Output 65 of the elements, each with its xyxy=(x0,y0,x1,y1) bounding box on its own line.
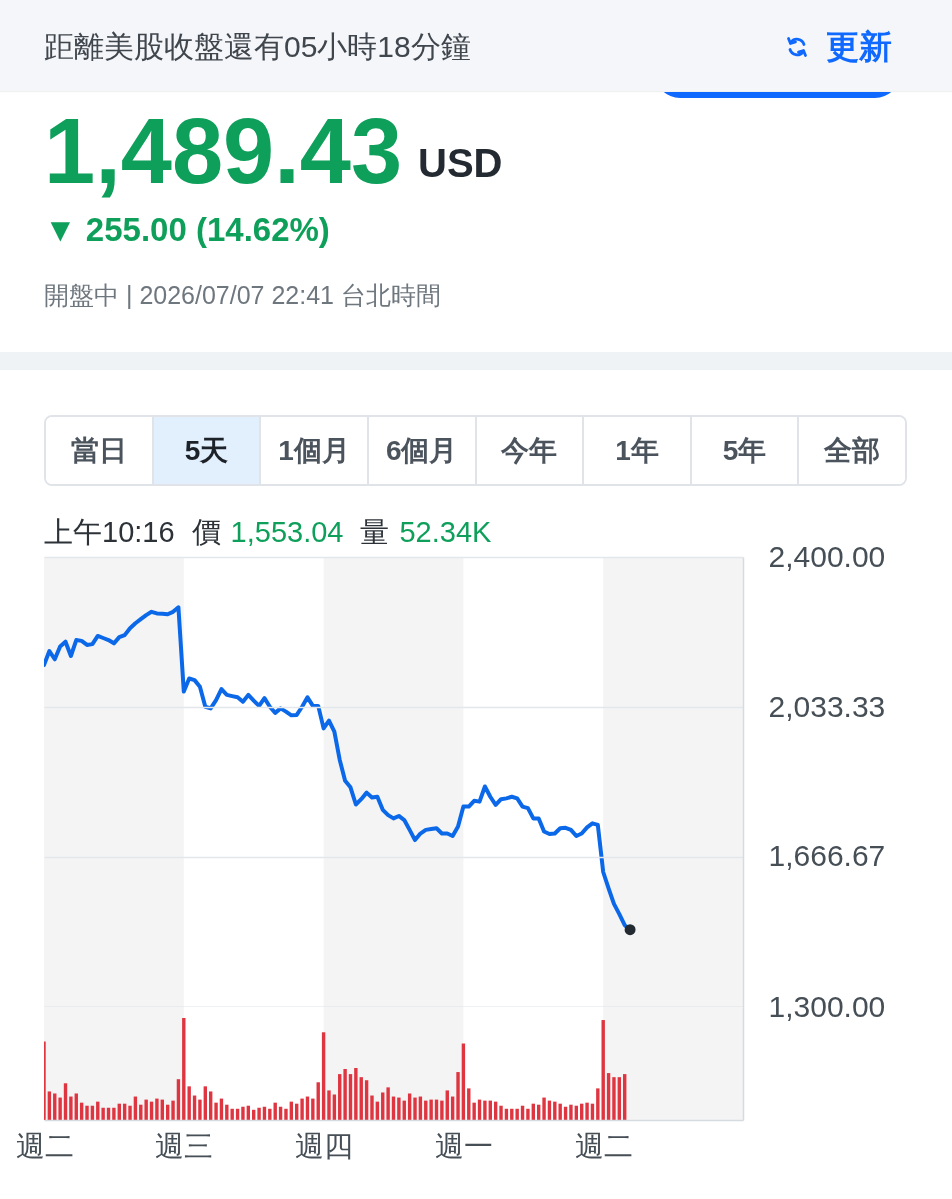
bar xyxy=(268,1108,272,1120)
bar xyxy=(440,1100,444,1120)
bar xyxy=(74,1093,78,1120)
bar xyxy=(343,1069,347,1120)
text: 距離美股收盤還有05小時18分鐘 xyxy=(44,29,471,65)
bar xyxy=(300,1098,304,1120)
bar xyxy=(386,1087,390,1120)
x-tick-label: 週三 xyxy=(155,1129,214,1162)
x-tick-label: 週二 xyxy=(574,1129,633,1162)
bar xyxy=(569,1104,573,1120)
text: 更新 xyxy=(826,27,892,67)
bar xyxy=(214,1102,218,1120)
bar xyxy=(144,1099,148,1120)
bar xyxy=(47,1091,52,1120)
text: 52.34K xyxy=(399,515,492,549)
bar xyxy=(311,1098,315,1120)
text: USD xyxy=(418,140,503,187)
bar xyxy=(596,1088,600,1120)
text: 價 xyxy=(191,515,221,549)
bar xyxy=(58,1097,62,1120)
y-tick-label: 2,033.33 xyxy=(768,689,886,723)
bar xyxy=(284,1108,288,1120)
bar xyxy=(483,1100,487,1120)
bar xyxy=(542,1097,546,1120)
x-tick-label: 週二 xyxy=(15,1129,74,1162)
bar xyxy=(69,1096,73,1120)
bar xyxy=(208,1091,213,1120)
bar xyxy=(413,1097,417,1120)
bar xyxy=(198,1099,202,1120)
bar xyxy=(397,1097,401,1120)
bar xyxy=(407,1093,412,1120)
bar xyxy=(155,1098,159,1120)
bar xyxy=(53,1093,57,1120)
text: 1,553.04 xyxy=(230,515,344,549)
bar xyxy=(85,1105,89,1120)
bar xyxy=(112,1107,116,1120)
tab: 5天 xyxy=(151,417,260,484)
y-tick-label: 1,666.67 xyxy=(768,839,886,873)
bar xyxy=(456,1072,460,1120)
x-tick-label: 週四 xyxy=(295,1129,354,1162)
bar xyxy=(499,1105,503,1120)
bar xyxy=(612,1077,616,1120)
bar xyxy=(472,1102,476,1120)
bar xyxy=(171,1100,175,1120)
bar xyxy=(429,1099,433,1120)
bar xyxy=(44,1041,46,1120)
text: ▼ 255.00 (14.62%) xyxy=(44,210,330,250)
text: 開盤中 | 2026/07/07 22:41 台北時間 xyxy=(44,280,441,310)
text: 1,489.43 xyxy=(44,98,403,204)
y-tick-label: 1,300.00 xyxy=(768,989,886,1023)
bar xyxy=(526,1108,530,1120)
bar xyxy=(585,1102,589,1120)
text: 量 xyxy=(360,515,390,549)
x-tick-label: 週一 xyxy=(434,1129,493,1162)
bar xyxy=(128,1105,132,1120)
tab: 全部 xyxy=(797,417,905,484)
bar xyxy=(370,1095,374,1120)
bar xyxy=(101,1107,105,1120)
bar xyxy=(241,1106,245,1120)
bar xyxy=(257,1107,261,1120)
text: 上午10:16 xyxy=(44,515,175,549)
y-tick-label: 2,400.00 xyxy=(768,539,886,573)
bar xyxy=(515,1108,519,1120)
bar xyxy=(327,1090,331,1120)
bar xyxy=(354,1067,358,1120)
